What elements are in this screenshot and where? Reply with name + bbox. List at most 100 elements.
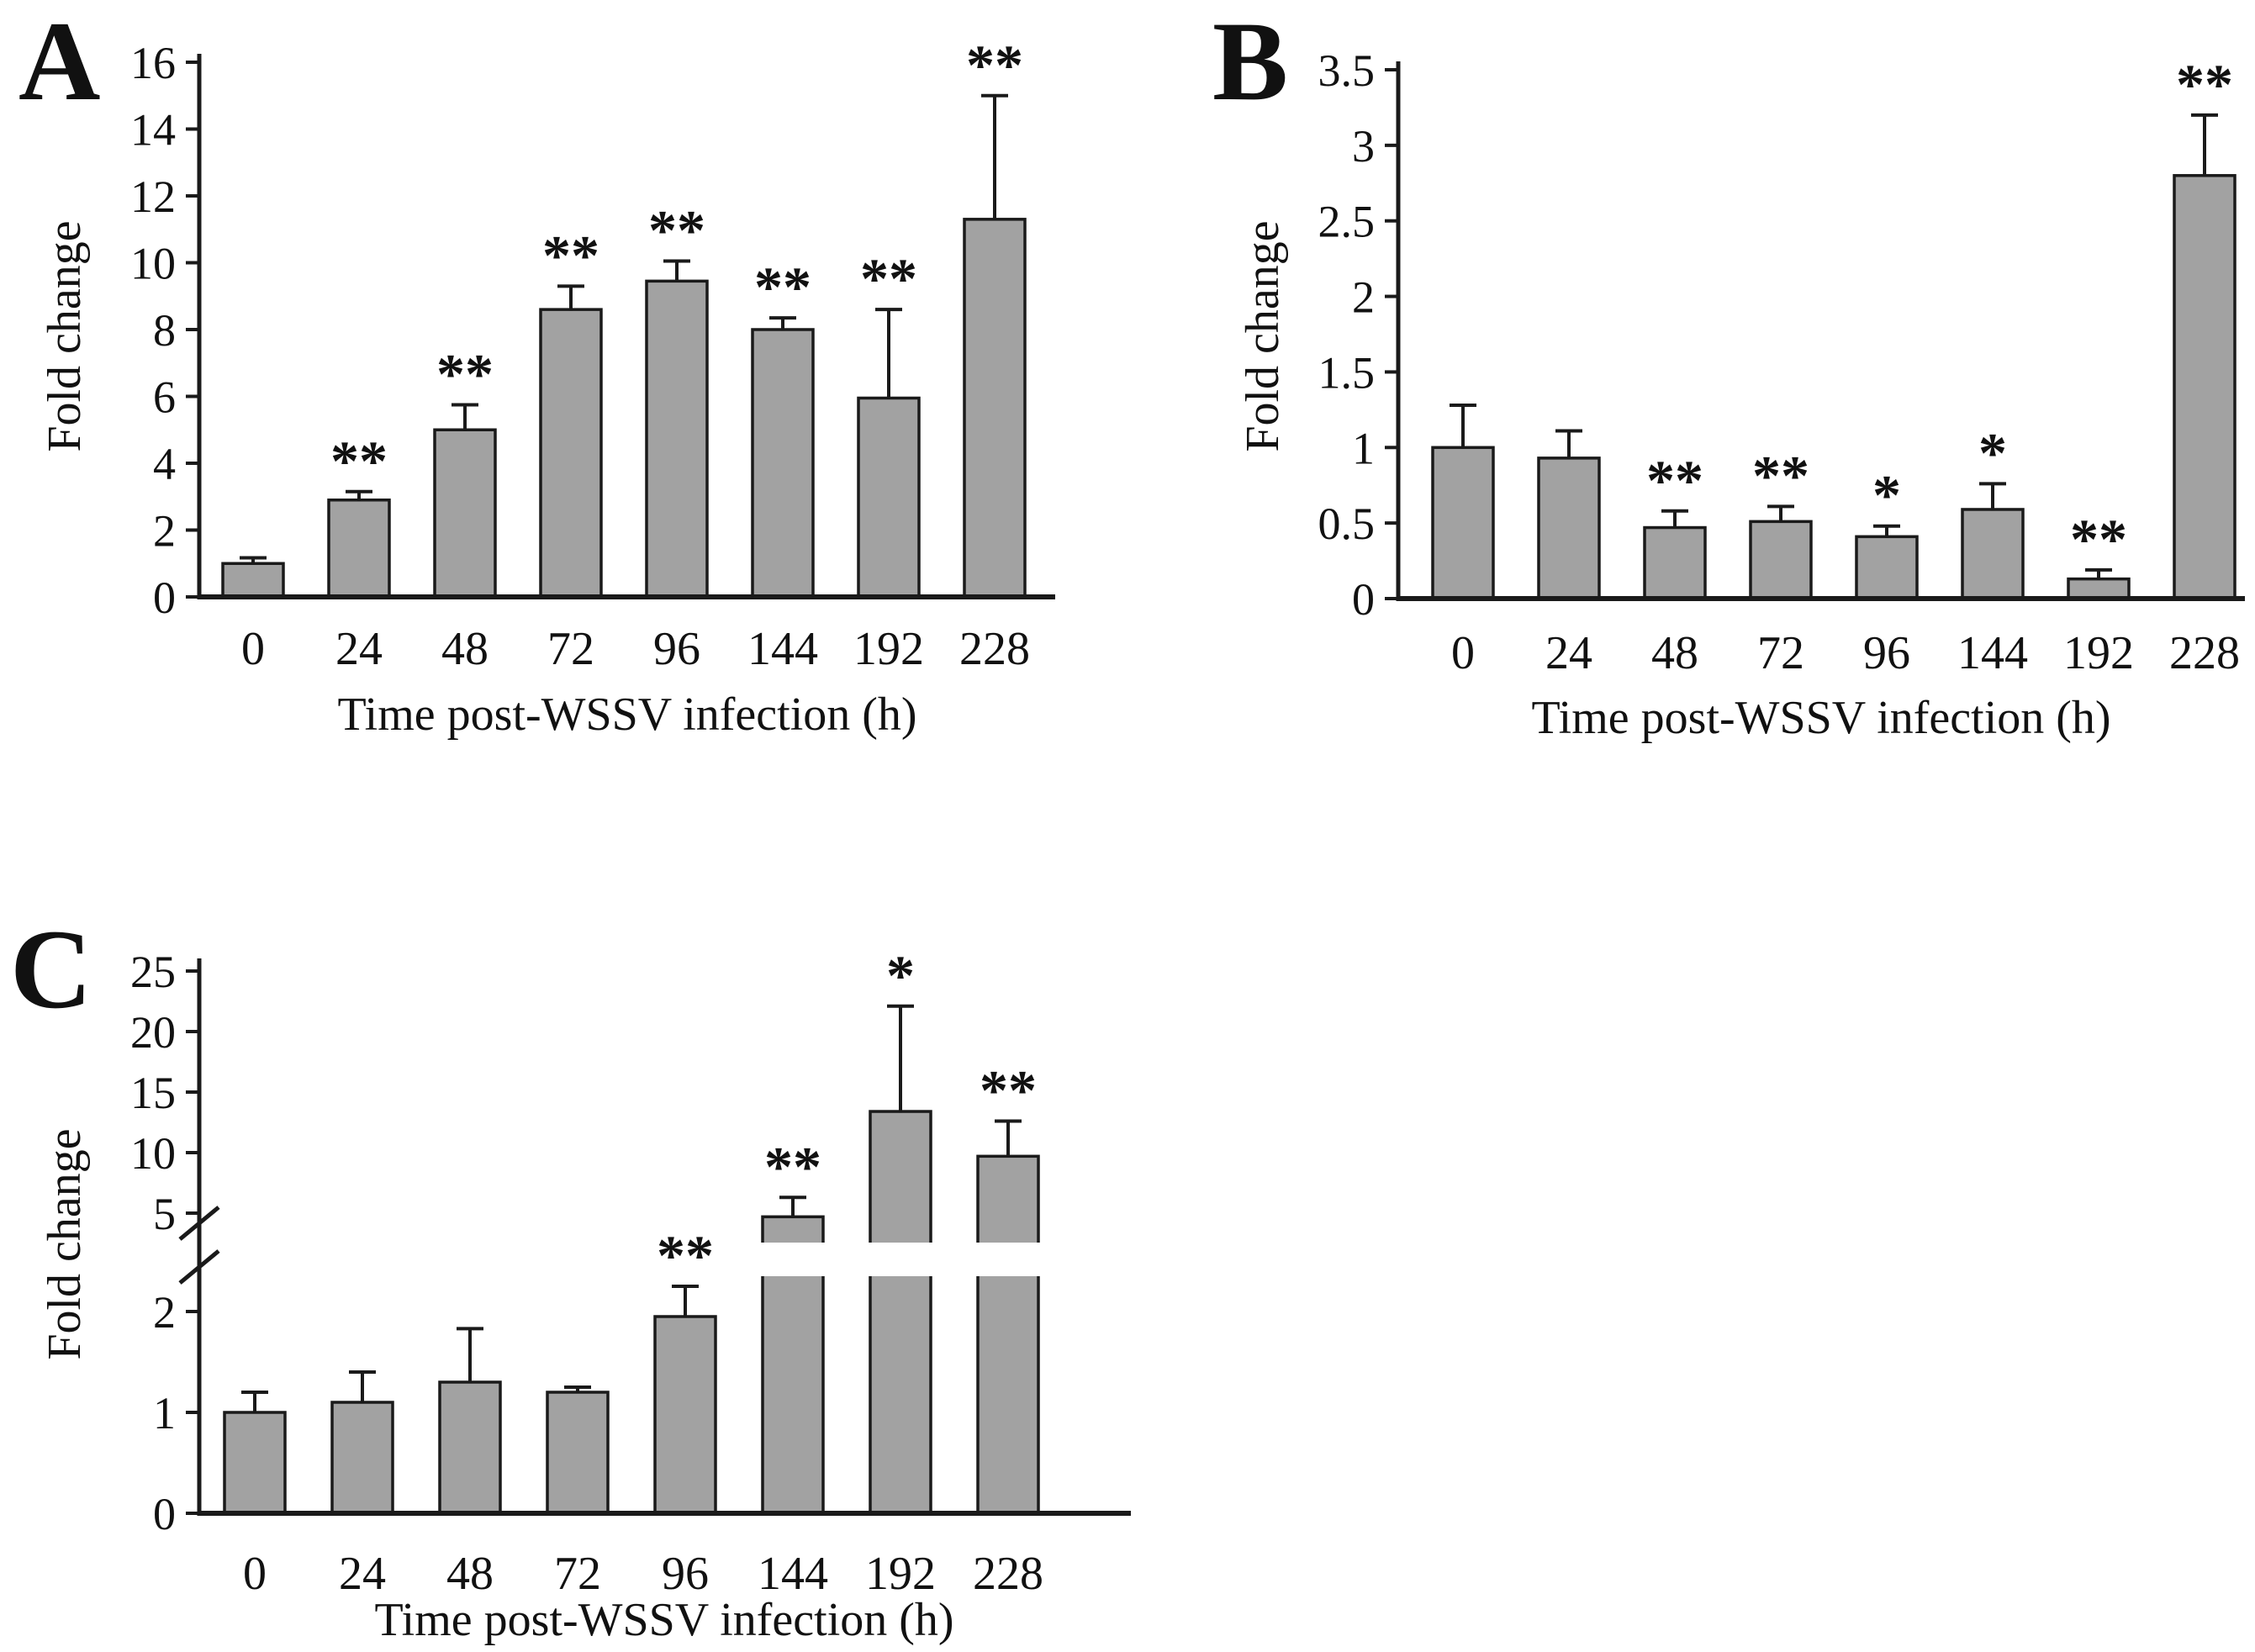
significance-label: ** [648, 198, 705, 262]
y-tick-label: 0 [153, 1489, 176, 1539]
bar-c-48h [438, 1380, 502, 1515]
bar-c-192h [869, 1110, 932, 1515]
significance-label: * [886, 943, 915, 1007]
x-axis-title: Time post-WSSV infection (h) [374, 1594, 953, 1646]
x-tick-label: 24 [335, 623, 383, 675]
y-axis-title: Fold change [1237, 220, 1289, 451]
y-tick-label: 10 [130, 1128, 176, 1179]
y-tick-label: 8 [153, 305, 176, 356]
significance-label: ** [2176, 52, 2233, 116]
panel-letter: C [10, 907, 92, 1032]
bar-b-24h [1537, 457, 1601, 600]
y-axis-title: Fold change [39, 220, 91, 451]
x-tick-label: 228 [2169, 627, 2240, 679]
bar-b-72h [1749, 520, 1813, 600]
y-tick-label: 14 [130, 105, 176, 156]
y-tick-label: 0.5 [1318, 499, 1376, 549]
x-tick-label: 144 [747, 623, 818, 675]
significance-label: ** [754, 255, 811, 319]
y-tick-label: 12 [130, 172, 176, 222]
axis-break-slash-upper [178, 1206, 220, 1241]
y-tick-label: 2 [153, 506, 176, 557]
y-tick-label: 3.5 [1318, 45, 1376, 96]
y-tick-label: 20 [130, 1007, 176, 1058]
significance-label: ** [2070, 507, 2127, 571]
x-axis-title: Time post-WSSV infection (h) [337, 689, 916, 741]
significance-label: * [1978, 420, 2007, 484]
x-tick-label: 48 [446, 1548, 494, 1600]
bar-c-96h [653, 1315, 717, 1515]
x-tick-label: 24 [1545, 627, 1592, 679]
y-tick-label: 2.5 [1318, 197, 1376, 247]
x-tick-label: 144 [1957, 627, 2028, 679]
axis-break-slash-lower [178, 1249, 220, 1285]
x-tick-label: 192 [865, 1548, 936, 1600]
x-tick-label: 0 [1451, 627, 1475, 679]
bar-a-72h [539, 308, 603, 599]
significance-label: ** [657, 1223, 714, 1287]
bar-b-96h [1855, 535, 1919, 600]
significance-label: ** [980, 1058, 1037, 1122]
bar-a-192h [857, 396, 921, 599]
bar-c-24h [330, 1401, 394, 1515]
x-tick-label: 72 [1757, 627, 1804, 679]
x-tick-label: 24 [339, 1548, 386, 1600]
significance-label: ** [542, 223, 599, 287]
x-tick-label: 192 [2063, 627, 2134, 679]
x-axis-title: Time post-WSSV infection (h) [1531, 692, 2110, 744]
bar-b-228h [2173, 174, 2237, 600]
y-tick-label: 16 [130, 38, 176, 88]
x-tick-label: 228 [959, 623, 1030, 675]
significance-label: ** [764, 1134, 821, 1198]
y-tick-label: 3 [1352, 121, 1375, 172]
y-tick-label: 15 [130, 1068, 176, 1118]
y-tick-label: 2 [1352, 272, 1375, 323]
y-tick-label: 4 [153, 439, 176, 489]
significance-label: ** [1752, 443, 1809, 507]
x-tick-label: 48 [441, 623, 488, 675]
x-tick-label: 72 [547, 623, 594, 675]
y-axis-title: Fold change [39, 1128, 91, 1359]
bar-b-144h [1961, 508, 2025, 600]
x-tick-label: 0 [243, 1548, 267, 1600]
x-tick-label: 72 [554, 1548, 601, 1600]
y-tick-label: 0 [1352, 574, 1375, 625]
y-tick-label: 5 [153, 1189, 176, 1239]
panel-b-chart: ** ** ******00.511.522.533.50 24 48 72 96 144 19… [1212, 0, 2245, 744]
bar-a-0h [221, 562, 285, 599]
bar-c-228h [976, 1154, 1040, 1515]
bar-c-0h [223, 1411, 287, 1515]
axis-break-gap [867, 1243, 934, 1276]
significance-label: * [1872, 463, 1901, 527]
y-tick-label: 10 [130, 239, 176, 289]
bar-c-72h [546, 1391, 610, 1515]
x-tick-label: 48 [1651, 627, 1698, 679]
x-tick-label: 96 [653, 623, 700, 675]
x-tick-label: 0 [241, 623, 265, 675]
x-tick-label: 144 [758, 1548, 828, 1600]
significance-label: ** [966, 33, 1023, 97]
bar-a-228h [963, 218, 1027, 599]
x-tick-label: 96 [662, 1548, 709, 1600]
bar-b-48h [1643, 525, 1707, 600]
axis-break-gap [759, 1243, 826, 1276]
y-tick-label: 2 [153, 1287, 176, 1338]
x-tick-label: 192 [853, 623, 924, 675]
y-tick-label: 1 [1352, 423, 1375, 473]
panel-letter: A [18, 0, 101, 124]
significance-label: ** [1646, 448, 1703, 512]
bar-a-96h [645, 279, 709, 599]
y-tick-label: 25 [130, 947, 176, 997]
significance-label: ** [330, 429, 388, 493]
panel-letter: B [1212, 0, 1288, 124]
significance-label: ** [860, 246, 917, 310]
bar-a-24h [327, 498, 391, 599]
y-tick-label: 1 [153, 1388, 176, 1438]
bar-a-48h [433, 428, 497, 599]
y-tick-label: 0 [153, 573, 176, 623]
x-tick-label: 228 [973, 1548, 1043, 1600]
y-tick-label: 6 [153, 372, 176, 423]
axis-break-gap [974, 1243, 1042, 1276]
